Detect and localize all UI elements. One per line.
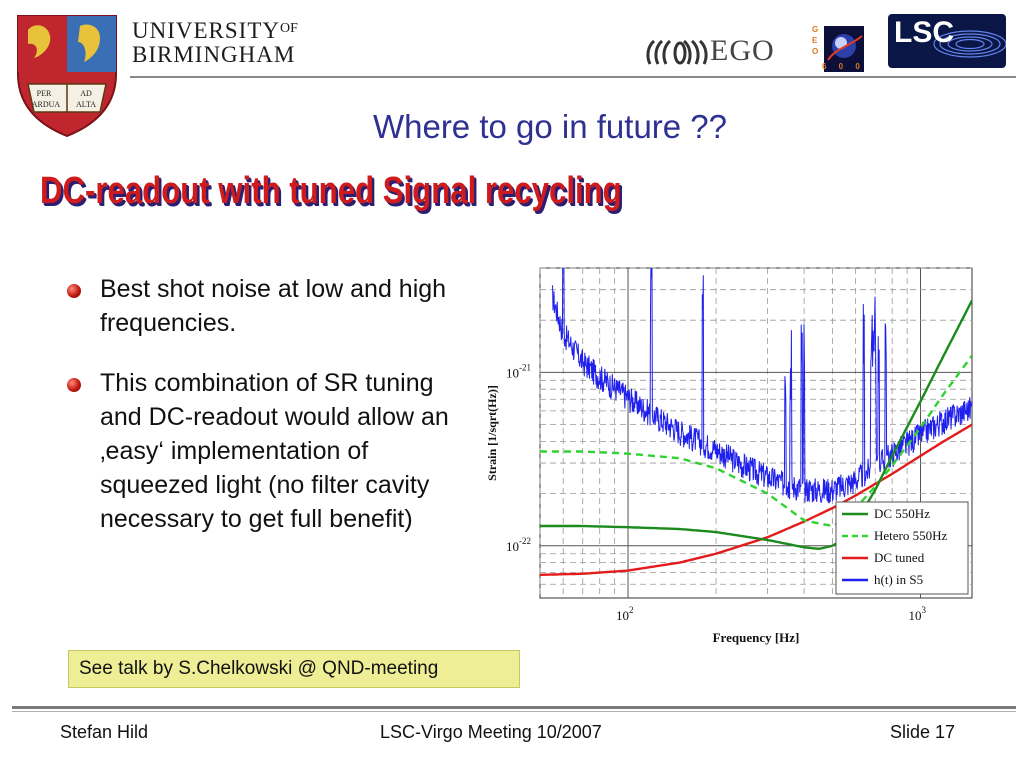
slide-subtitle: DC-readout with tuned Signal recycling (40, 170, 622, 212)
series-line (540, 423, 972, 576)
bullet-text: This combination of SR tuning and DC-rea… (100, 369, 449, 533)
series-line (540, 354, 972, 528)
footer-slide-number: Slide 17 (890, 722, 956, 742)
bullet-item: This combination of SR tuning and DC-rea… (64, 366, 454, 536)
note-text: See talk by S.Chelkowski @ QND-meeting (79, 658, 439, 679)
note-box: See talk by S.Chelkowski @ QND-meeting (68, 650, 520, 688)
legend-label: h(t) in S5 (874, 572, 923, 587)
svg-text:ARDUA: ARDUA (32, 100, 61, 109)
ego-wave-icon (646, 39, 708, 65)
lsc-swirl-icon (933, 30, 1006, 58)
geo600-logo (824, 26, 864, 72)
ego-label: EGO (710, 34, 775, 67)
legend-box (835, 501, 969, 595)
university-line1: UNIVERSITY (132, 18, 280, 43)
y-axis-label: Strain [1/sqrt(Hz)] (485, 385, 499, 481)
university-name: UNIVERSITYOF BIRMINGHAM (132, 17, 298, 67)
tick-label: 10-22 (506, 536, 531, 554)
header-divider (130, 76, 1016, 78)
legend-label: Hetero 550Hz (874, 528, 948, 543)
legend-label: DC 550Hz (874, 506, 930, 521)
x-axis-label: Frequency [Hz] (713, 630, 800, 645)
lsc-logo (888, 14, 1006, 68)
bullet-icon (67, 284, 81, 298)
university-of: OF (280, 21, 298, 36)
footer-meeting: LSC-Virgo Meeting 10/2007 (380, 722, 602, 742)
geo-number: 6 0 0 (822, 62, 865, 71)
tick-label: 102 (616, 605, 634, 623)
lsc-label: LSC (894, 16, 954, 49)
university-crest: PER AD ARDUA ALTA (17, 15, 117, 138)
slide-title: Where to go in future ?? (372, 108, 728, 145)
crest-text-per: PER (37, 89, 52, 98)
footer-divider-thin (12, 711, 1016, 712)
bullet-item: Best shot noise at low and high frequenc… (64, 272, 454, 340)
svg-text:ALTA: ALTA (76, 100, 96, 109)
footer-divider (12, 706, 1016, 709)
bullet-text: Best shot noise at low and high frequenc… (100, 275, 447, 337)
legend-label: DC tuned (874, 550, 925, 565)
bullet-list: Best shot noise at low and high frequenc… (64, 272, 454, 562)
bullet-icon (67, 378, 81, 392)
chart-legend: DC 550Hz Hetero 550Hz DC tuned h(t) in S5 (835, 501, 969, 595)
series-line (551, 268, 972, 504)
chart-series (540, 268, 972, 576)
geo-letters: G E O (812, 25, 819, 56)
tick-label: 10-21 (506, 362, 531, 380)
tick-label: 103 (909, 605, 927, 623)
footer-author: Stefan Hild (60, 722, 149, 742)
university-line2: BIRMINGHAM (132, 42, 296, 67)
chart-ticks: 102 103 10-21 10-22 (506, 362, 927, 623)
svg-text:AD: AD (80, 89, 92, 98)
series-line (540, 299, 972, 551)
